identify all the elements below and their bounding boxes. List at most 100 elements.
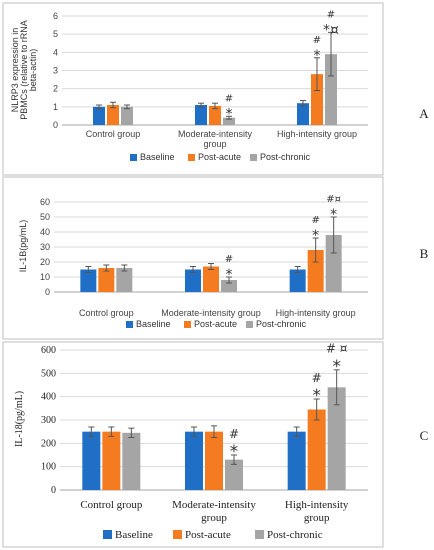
significance-mark: *: [330, 207, 337, 223]
bar: [205, 431, 223, 490]
legend-label: Post-chronic: [256, 319, 307, 329]
bar: [307, 250, 324, 292]
y-tick-label: 4: [53, 47, 58, 57]
chart-panel-a: A 0 1 2 3 4 5 6 NLRP3 expression in PBMCs (relati…: [2, 2, 429, 176]
bar: [185, 431, 203, 490]
y-tick-label: 40: [40, 227, 50, 237]
y-axis-label: NLRP3 expression in: [10, 28, 20, 113]
bar: [185, 269, 201, 292]
bar: [98, 268, 115, 292]
bar: [225, 459, 243, 490]
y-tick-label: 30: [40, 242, 50, 252]
bar: [121, 106, 133, 125]
significance-mark: *: [312, 385, 320, 405]
bar: [311, 74, 323, 125]
y-axis-label: IL-1B(pg/mL): [18, 220, 28, 273]
category-label: High-intensity group: [277, 129, 357, 139]
chart-panel-b: B 0 10 20 30 40 50 60 IL-1B(pg/mL) Control group *…: [2, 176, 429, 340]
significance-mark: *: [312, 228, 319, 244]
legend-label: Post-acute: [185, 529, 231, 541]
y-tick-label: 500: [41, 368, 56, 379]
category-label: Moderate-intensity: [178, 129, 253, 139]
bar: [297, 103, 309, 125]
y-tick-label: 5: [53, 29, 58, 39]
y-tick-label: 200: [41, 438, 56, 449]
y-tick-label: 50: [40, 212, 50, 222]
bar: [203, 266, 219, 292]
panel-letter: B: [420, 246, 429, 261]
bar: [116, 268, 133, 292]
category-label: Moderate-intensity group: [161, 308, 261, 318]
legend-label: Post-acute: [198, 152, 241, 162]
legend-label: Baseline: [115, 529, 153, 541]
significance-mark: *: [226, 267, 233, 283]
significance-mark: #: [327, 9, 335, 20]
bar: [195, 105, 207, 125]
y-tick-label: 6: [53, 11, 58, 21]
y-axis-label: PBMCs (relative to rRNA: [19, 20, 29, 120]
y-tick-label: 600: [41, 345, 56, 356]
chart-panel-c: C 0 100 200 300 400 500 600 IL-18(pg/mL) Control …: [2, 341, 428, 548]
panel-letter: A: [419, 106, 429, 121]
legend-label: Baseline: [140, 152, 175, 162]
legend-label: Baseline: [136, 319, 171, 329]
legend-swatch: [173, 530, 182, 539]
bar: [223, 117, 235, 125]
y-axis-label: IL-18(pg/mL): [14, 391, 25, 447]
legend-swatch: [184, 321, 191, 328]
bar: [107, 105, 119, 125]
bar: [102, 431, 121, 490]
y-tick-label: 2: [53, 84, 58, 94]
significance-mark: #: [229, 427, 239, 441]
significance-mark: #: [311, 215, 319, 226]
bar: [82, 431, 101, 490]
category-label: Moderate-intensity: [172, 499, 256, 511]
bar: [327, 387, 346, 490]
y-tick-label: 0: [53, 120, 58, 130]
legend-swatch: [250, 154, 257, 161]
legend-swatch: [126, 321, 133, 328]
panel-border: [2, 2, 384, 176]
panel-border: [2, 176, 384, 340]
bar: [289, 269, 306, 292]
panel-border: [2, 341, 384, 548]
y-tick-label: 300: [41, 415, 56, 426]
bar: [221, 280, 237, 292]
y-tick-label: 1: [53, 102, 58, 112]
category-label: High-intensity: [285, 499, 349, 511]
bar: [287, 431, 306, 490]
significance-mark: *: [226, 106, 233, 122]
y-tick-label: 20: [40, 257, 50, 267]
significance-mark: #: [313, 35, 321, 46]
y-tick-label: 400: [41, 392, 56, 403]
y-tick-label: 60: [40, 197, 50, 207]
y-tick-label: 0: [51, 485, 56, 496]
legend-label: Post-chronic: [260, 152, 311, 162]
significance-mark: *: [314, 48, 321, 64]
legend-label: Post-acute: [194, 319, 237, 329]
significance-mark: #: [312, 371, 322, 385]
y-tick-label: 0: [45, 287, 50, 297]
category-label: group: [203, 139, 226, 149]
significance-mark: *: [332, 356, 340, 376]
legend-swatch: [188, 154, 195, 161]
legend-label: Post-chronic: [267, 529, 323, 541]
significance-mark: *: [230, 441, 238, 461]
category-label: Control group: [86, 129, 141, 139]
bar: [93, 106, 105, 125]
bar: [122, 432, 141, 490]
category-label: group: [304, 512, 330, 524]
y-axis-label: beta-actin): [28, 49, 38, 92]
significance-mark: #: [225, 93, 233, 104]
bar: [209, 105, 221, 125]
significance-mark: #¤: [326, 194, 341, 205]
legend-swatch: [130, 154, 137, 161]
y-tick-label: 3: [53, 66, 58, 76]
significance-mark: *¤: [323, 22, 339, 38]
bar: [325, 235, 342, 292]
category-label: Control group: [79, 308, 134, 318]
legend-swatch: [103, 530, 112, 539]
bar: [325, 54, 337, 125]
bar: [307, 409, 326, 490]
